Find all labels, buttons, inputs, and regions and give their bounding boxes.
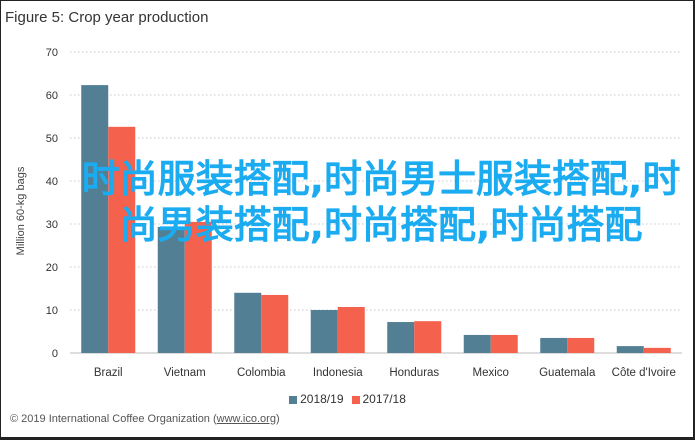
y-tick-label: 70	[46, 47, 58, 59]
footer-close: )	[275, 413, 280, 425]
bar-2018-19-ctedivoire	[616, 346, 644, 353]
bar-2017-18-colombia	[261, 294, 289, 353]
x-tick-label: Mexico	[473, 367, 509, 379]
y-tick-label: 20	[46, 262, 58, 274]
y-tick-label: 0	[52, 348, 58, 360]
bar-2017-18-guatemala	[567, 337, 595, 353]
bar-2018-19-mexico	[463, 334, 491, 353]
y-tick-label: 10	[46, 305, 58, 317]
bar-2018-19-vietnam	[157, 227, 185, 353]
legend-swatch	[351, 395, 360, 404]
x-tick-label: Guatemala	[539, 367, 596, 379]
y-tick-label: 40	[46, 176, 58, 188]
legend: 2018/19 2017/18	[0, 392, 695, 406]
x-tick-label: Indonesia	[313, 367, 363, 379]
copyright-footer: © 2019 International Coffee Organization…	[10, 413, 280, 425]
y-tick-label: 50	[46, 133, 58, 145]
bar-2018-19-guatemala	[540, 337, 568, 353]
watermark-overlay-text: 时尚服装搭配,时尚男士服装搭配,时尚男装搭配,时尚搭配,时尚搭配	[81, 157, 681, 247]
bar-2018-19-indonesia	[310, 310, 338, 353]
footer-link[interactable]: www.ico.org	[216, 413, 276, 425]
bar-2017-18-honduras	[414, 321, 442, 353]
y-tick-label: 60	[46, 90, 58, 102]
x-tick-label: Côte d'Ivoire	[612, 367, 676, 379]
bar-2017-18-mexico	[490, 334, 518, 353]
y-tick-label: 30	[46, 219, 58, 231]
bar-2017-18-ctedivoire	[643, 347, 671, 353]
legend-label: 2017/18	[362, 392, 406, 406]
x-tick-label: Colombia	[237, 367, 286, 379]
bar-2017-18-brazil	[108, 126, 136, 353]
bar-2018-19-honduras	[387, 322, 415, 353]
legend-swatch	[289, 395, 298, 404]
footer-text: © 2019 International Coffee Organization…	[10, 413, 217, 425]
x-tick-label: Brazil	[94, 367, 123, 379]
x-tick-label: Vietnam	[164, 367, 206, 379]
bar-2017-18-indonesia	[337, 306, 365, 353]
legend-item: 2017/18	[351, 392, 406, 406]
legend-item: 2018/19	[289, 392, 344, 406]
bar-2017-18-vietnam	[184, 221, 212, 353]
bar-2018-19-brazil	[81, 85, 109, 354]
bar-2018-19-colombia	[234, 292, 262, 353]
x-tick-label: Honduras	[389, 367, 439, 379]
legend-label: 2018/19	[300, 392, 344, 406]
chart-title: Figure 5: Crop year production	[5, 9, 209, 26]
